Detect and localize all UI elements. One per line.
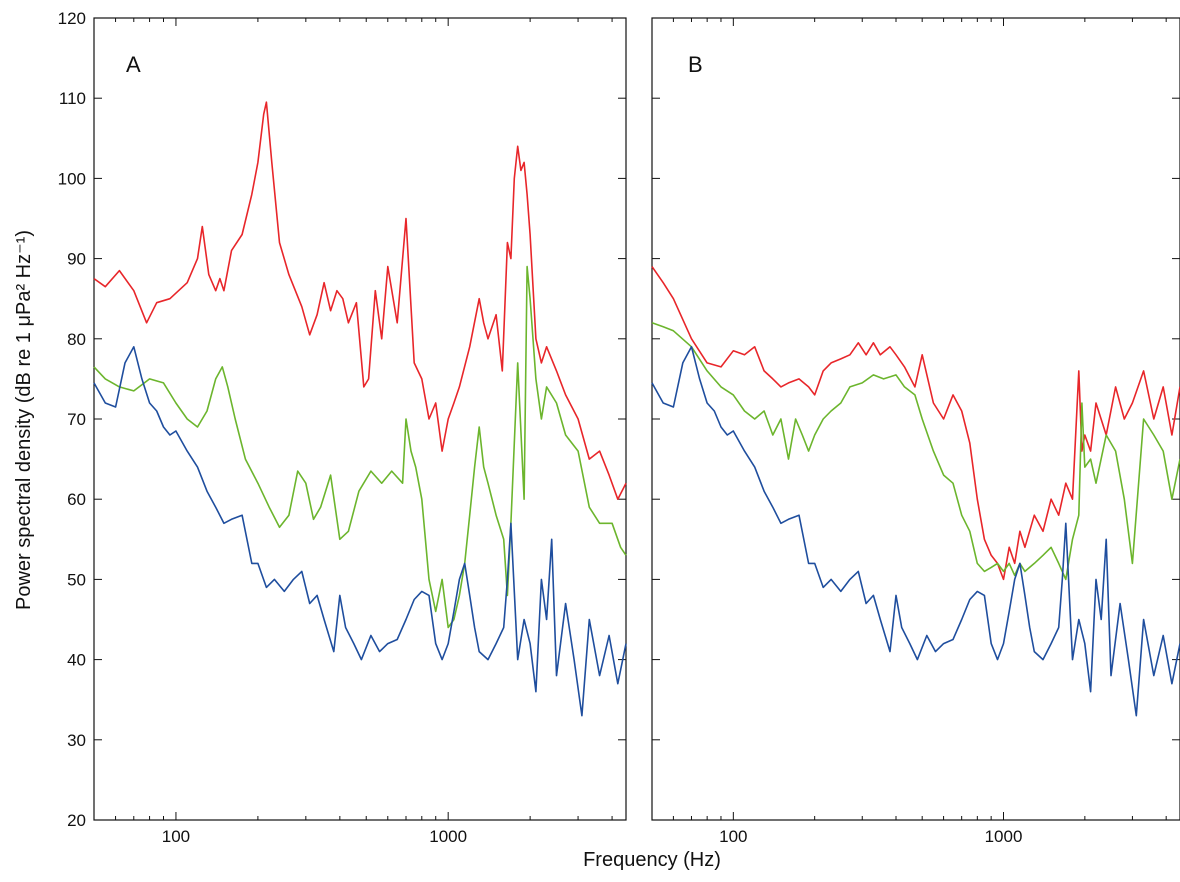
x-tick-label: 100 (162, 827, 190, 846)
y-tick-label: 40 (67, 651, 86, 670)
series-line-1 (93, 101, 627, 501)
panel-label-b: B (688, 52, 703, 77)
y-tick-label: 100 (58, 169, 86, 188)
x-tick-label: 1000 (429, 827, 467, 846)
y-tick-label: 80 (67, 330, 86, 349)
panel-b: B 100 1000 (651, 17, 1180, 846)
y-tick-label: 30 (67, 731, 86, 750)
series-line-2 (651, 322, 1180, 581)
x-axis-title: Frequency (Hz) (583, 849, 721, 871)
ticks-a: 20 30 40 50 60 70 80 90 100 110 120 100 1000 (58, 9, 626, 846)
series-line-2 (93, 265, 627, 629)
series-line-3 (93, 345, 627, 717)
y-tick-label: 90 (67, 250, 86, 269)
x-tick-label: 1000 (985, 827, 1023, 846)
plot-frame-a (93, 17, 627, 821)
panel-a: A 20 30 40 50 60 70 80 90 100 110 120 100 1000 (58, 9, 627, 846)
y-axis-title: Power spectral density (dB re 1 μPa² Hz⁻… (13, 230, 35, 610)
x-tick-label: 100 (719, 827, 747, 846)
y-tick-label: 60 (67, 490, 86, 509)
y-tick-label: 120 (58, 9, 86, 28)
y-tick-label: 110 (59, 89, 86, 108)
series-lines-a (93, 101, 627, 717)
y-tick-label: 50 (67, 570, 86, 589)
series-line-1 (651, 266, 1180, 581)
series-lines-b (651, 266, 1180, 717)
y-tick-label: 20 (67, 811, 86, 830)
ticks-b: 100 1000 (651, 17, 1180, 846)
y-tick-label: 70 (67, 410, 86, 429)
series-line-3 (651, 345, 1180, 717)
panel-label-a: A (126, 52, 141, 77)
